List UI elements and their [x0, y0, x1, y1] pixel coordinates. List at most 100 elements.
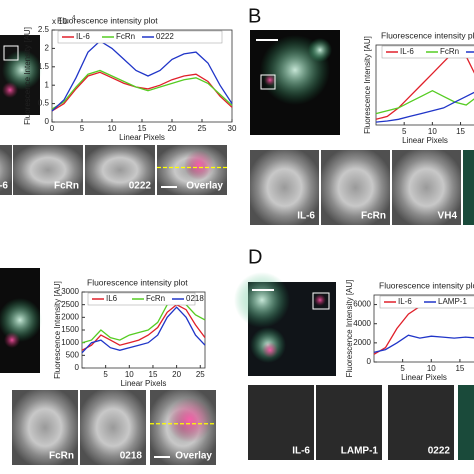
y-tick-label: 6000 — [353, 300, 371, 309]
x-tick-label: 5 — [103, 370, 108, 379]
y-tick-label: 1.5 — [38, 62, 50, 71]
y-tick-label: 2000 — [353, 338, 371, 347]
x-axis-label: Linear Pixels — [119, 133, 165, 142]
tile-image — [321, 150, 390, 225]
legend-label: 0218 — [186, 294, 204, 303]
plot-frame — [375, 44, 474, 126]
y-tick-label: 0 — [45, 117, 50, 126]
legend-label: FcRn — [146, 294, 165, 303]
tile-label: VH4 — [438, 211, 458, 222]
overlay-spot — [184, 150, 214, 180]
tile-label: IL-6 — [0, 181, 8, 192]
micrograph — [0, 35, 42, 115]
x-axis-label: Linear Pixels — [121, 379, 167, 388]
panel-tiles: IL-6 FcRn VH4 — [250, 150, 474, 225]
y-tick-label: 500 — [66, 350, 80, 359]
chart-title: Fluorescence intensity plot — [87, 277, 188, 287]
x-tick-label: 15 — [149, 370, 158, 379]
tile-image — [392, 150, 461, 225]
overlay-spot — [167, 397, 213, 443]
chart-title: Fluorescence intensity plot — [381, 30, 474, 40]
legend-label: 0222 — [156, 32, 174, 41]
tile-image — [250, 150, 319, 225]
y-tick-label: 4000 — [353, 319, 371, 328]
tile-label: 0222 — [129, 181, 152, 192]
y-tick-label: 2.5 — [38, 25, 50, 34]
x-tick-label: 0 — [50, 124, 55, 133]
y-multiplier: x 10 — [52, 17, 68, 26]
tile-image — [463, 150, 474, 225]
x-tick-label: 5 — [400, 364, 405, 373]
tile-image — [248, 385, 314, 460]
y-axis-label: Fluorescence Intensity [AU] — [53, 281, 62, 379]
line-chart: 0 5 10 15 20 25 30 0 0.5 1 1.5 2 2.5 Fluorescence int… — [23, 15, 237, 142]
chart-title: Fluorescence intensity plot — [57, 15, 158, 25]
x-tick-label: 10 — [108, 124, 117, 133]
series-line — [51, 40, 233, 112]
x-tick-label: 25 — [196, 370, 205, 379]
tile-label: FcRn — [54, 181, 79, 192]
series-line — [373, 334, 474, 354]
series-line — [375, 91, 474, 123]
legend-label: IL-6 — [400, 47, 414, 56]
x-axis-label: Linear Pixels — [401, 373, 447, 382]
x-tick-label: 15 — [455, 364, 464, 373]
panel-tiles: IL-6 FcRn 0222 Overlay — [0, 145, 227, 195]
legend-box — [57, 30, 223, 44]
chart-title: Fluorescence intensity plot — [379, 280, 474, 290]
micrograph — [234, 272, 336, 376]
x-tick-label: 25 — [198, 124, 207, 133]
tile-label: IL-6 — [297, 211, 315, 222]
x-tick-label: 5 — [80, 124, 85, 133]
x-tick-label: 10 — [428, 127, 437, 136]
tile-image — [13, 145, 83, 195]
y-multiplier-exp: 4 — [72, 16, 76, 22]
line-chart: 5 10 15 20 25050010001500200025003000Fluores… — [53, 277, 206, 388]
plot-frame — [51, 29, 233, 123]
x-tick-label: 15 — [456, 127, 465, 136]
micrograph — [250, 30, 340, 135]
tile-label: LAMP-1 — [341, 446, 379, 457]
series-line — [51, 71, 233, 112]
y-axis-label: Fluorescence Intensity [AU] — [345, 280, 354, 378]
y-tick-label: 2500 — [61, 300, 79, 309]
tile-label: FcRn — [49, 451, 74, 462]
panel-letter: D — [248, 246, 262, 268]
tile-row: IL-6 FcRn 0222 Overlay IL-6 FcRn VH4 FcRn 0218 Ov… — [0, 145, 474, 465]
legend-label: LAMP-1 — [438, 297, 467, 306]
series-line — [81, 306, 206, 354]
series-line — [81, 303, 206, 351]
x-tick-label: 10 — [125, 370, 134, 379]
line-chart: 5101520Fluorescence intensity plotLinear… — [363, 30, 474, 145]
tile-image — [0, 145, 12, 195]
legend-label: IL-6 — [76, 32, 90, 41]
charts: 0 5 10 15 20 25 30 0 0.5 1 1.5 2 2.5 Fluorescence int… — [23, 15, 474, 388]
tile-image — [80, 390, 146, 465]
y-tick-label: 0 — [367, 357, 372, 366]
x-axis-label: Linear Pixels — [402, 136, 448, 145]
legend-label: FcRn — [440, 47, 459, 56]
y-tick-label: 2000 — [61, 312, 79, 321]
tile-label: 0218 — [120, 451, 143, 462]
x-tick-label: 30 — [228, 124, 237, 133]
y-tick-label: 0 — [75, 363, 80, 372]
tile-label: 0222 — [428, 446, 451, 457]
micrograph — [0, 268, 42, 373]
y-tick-label: 1 — [45, 80, 50, 89]
x-tick-label: 5 — [402, 127, 407, 136]
tile-image — [316, 385, 382, 460]
x-tick-label: 10 — [427, 364, 436, 373]
y-tick-label: 1500 — [61, 325, 79, 334]
panel-letter: B — [248, 5, 261, 27]
line-chart: 51015200200040006000Fluorescence intensi… — [345, 280, 474, 382]
tile-label: Overlay — [175, 451, 212, 462]
tile-image — [12, 390, 78, 465]
tile-image — [458, 385, 474, 460]
tile-image — [85, 145, 155, 195]
y-axis-label: Fluorescence Intensity [AU] — [23, 27, 32, 125]
legend-label: FcRn — [116, 32, 135, 41]
panel-tiles: FcRn 0218 Overlay — [12, 390, 216, 465]
series-line — [375, 89, 474, 115]
y-axis-label: Fluorescence Intensity [AU] — [363, 36, 372, 134]
